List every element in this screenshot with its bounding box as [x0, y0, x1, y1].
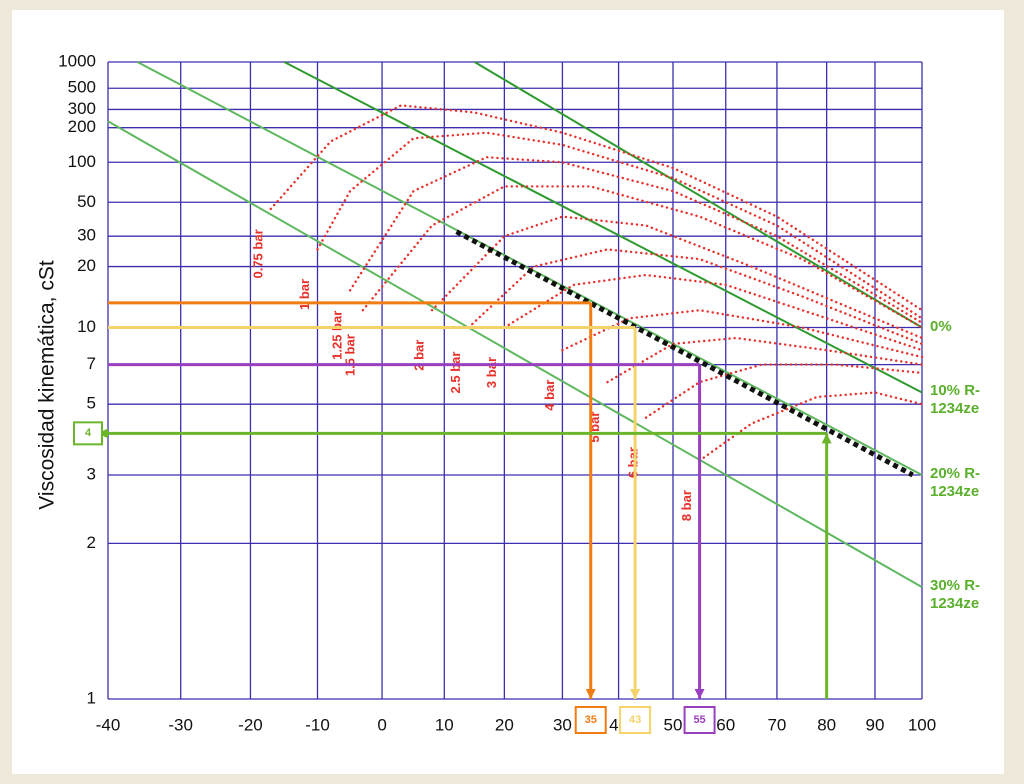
label-box [73, 421, 103, 446]
y-tick-label: 100 [68, 152, 96, 171]
pressure-label: 0.75 bar [250, 229, 265, 278]
x-tick-label: 30 [553, 715, 572, 734]
y-tick-label: 10 [77, 317, 96, 336]
y-tick-label: 500 [68, 78, 96, 97]
pressure-curve [430, 215, 924, 340]
y-tick-label: 200 [68, 117, 96, 136]
pressure-label: 1.5 bar [342, 334, 357, 376]
y-tick-label: 50 [77, 192, 96, 211]
pressure-curve [606, 336, 924, 384]
y-tick-label: 1000 [58, 51, 96, 70]
series-label: 30% R-1234ze [930, 577, 981, 613]
pressure-label: 1.25 bar [330, 311, 345, 360]
y-tick-label: 20 [77, 256, 96, 275]
pressure-label: 6 bar [625, 447, 640, 478]
reading-label: 35 [585, 714, 597, 726]
x-tick-label: 10 [435, 715, 454, 734]
pressure-label: 3 bar [484, 357, 499, 388]
y-tick-label: 7 [87, 354, 96, 373]
label-box [619, 706, 652, 734]
pressure-curve [561, 308, 924, 359]
series-line [283, 61, 923, 394]
reading-label: 4 [85, 427, 92, 439]
pressure-curve [269, 104, 924, 312]
panel [12, 10, 1004, 774]
x-tick-label: 0 [377, 715, 386, 734]
x-tick-label: 20 [495, 715, 514, 734]
pressure-curve [316, 131, 924, 320]
y-tick-label: 30 [77, 226, 96, 245]
pressure-curve [348, 155, 924, 324]
pressure-curve [503, 273, 924, 352]
x-tick-label: -20 [238, 715, 263, 734]
x-tick-label: 50 [664, 715, 683, 734]
series-label: 10% R-1234ze [930, 382, 981, 418]
series-label: 20% R-1234ze [930, 465, 981, 500]
arrow-head [585, 689, 596, 699]
x-tick-label: 90 [866, 715, 885, 734]
series-line [107, 120, 923, 588]
pressure-label: 8 bar [679, 490, 694, 521]
x-tick-label: -30 [168, 715, 193, 734]
arrow-head [694, 689, 705, 699]
reading-label: 43 [629, 714, 641, 726]
pressure-label: 1 bar [297, 279, 312, 310]
y-tick-label: 3 [87, 464, 96, 483]
pressure-curve [644, 363, 924, 419]
y-tick-label: 1 [87, 688, 96, 707]
arrow-head [821, 433, 832, 444]
x-tick-label: -10 [305, 715, 330, 734]
y-axis-label: Viscosidad kinemática, cSt [36, 260, 59, 510]
pressure-curve [698, 391, 924, 462]
x-tick-label: -40 [96, 715, 121, 734]
label-box [683, 706, 716, 734]
x-tick-label: 80 [817, 715, 836, 734]
pressure-curve [467, 248, 924, 346]
pressure-label: 2.5 bar [448, 352, 463, 394]
series-line [474, 61, 923, 329]
x-tick-label: 70 [767, 715, 786, 734]
pressure-label: 2 bar [411, 340, 426, 371]
pressure-label: 4 bar [542, 380, 557, 411]
pressure-label: 5 bar [587, 412, 602, 443]
y-tick-label: 5 [87, 394, 96, 413]
arrow-head [630, 689, 641, 699]
boundary-line [455, 229, 914, 478]
label-box [574, 706, 607, 734]
reading-label: 55 [693, 714, 705, 726]
series-label: 0% [930, 317, 952, 335]
y-tick-label: 300 [68, 99, 96, 118]
y-tick-label: 2 [87, 533, 96, 552]
x-tick-label: 100 [908, 715, 936, 734]
x-tick-label: 60 [716, 715, 735, 734]
